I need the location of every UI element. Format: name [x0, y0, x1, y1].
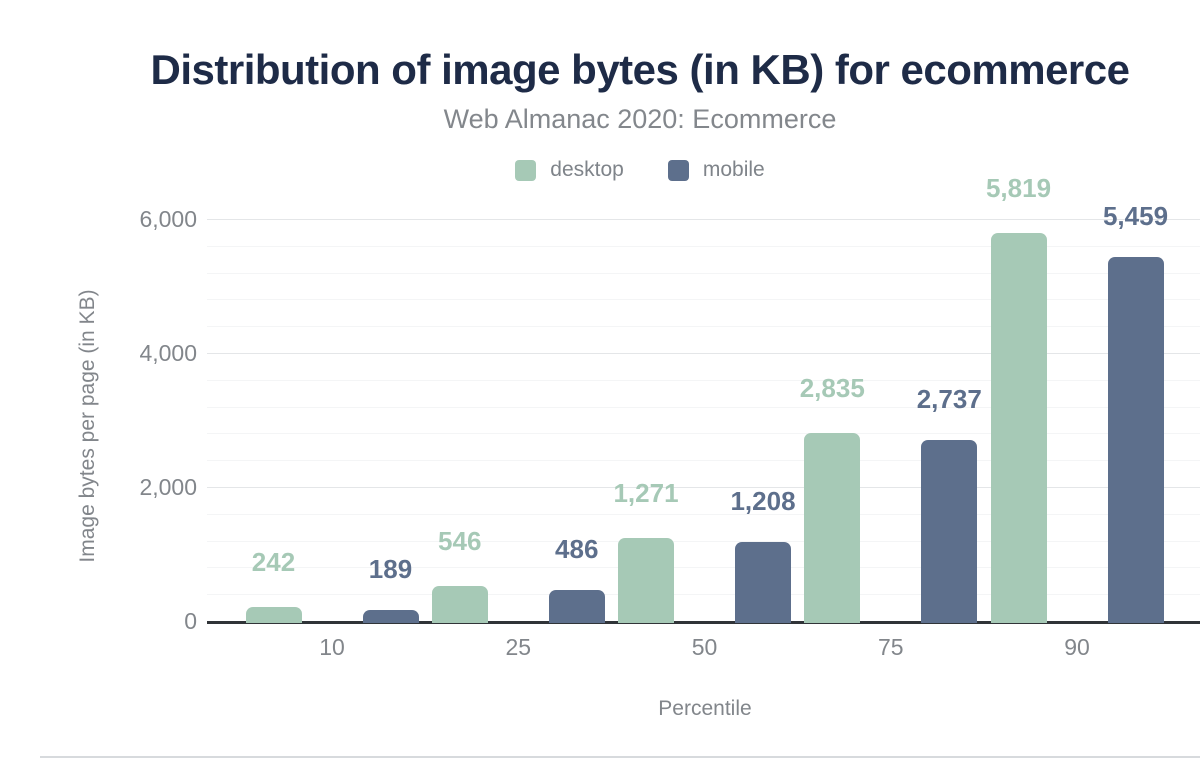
major-gridline — [207, 353, 1200, 354]
minor-gridline — [207, 245, 1200, 247]
y-axis-tick-label: 4,000 — [139, 340, 197, 366]
y-axis-tick-label: 6,000 — [139, 206, 197, 232]
value-label-desktop: 242 — [251, 546, 296, 577]
legend-item-mobile: mobile — [667, 158, 765, 182]
bar-desktop — [990, 233, 1047, 623]
minor-gridline — [207, 460, 1200, 462]
x-axis-tick-label: 25 — [505, 634, 532, 660]
minor-gridline — [207, 513, 1200, 515]
legend-label-mobile: mobile — [702, 158, 765, 181]
bar-desktop — [245, 606, 302, 623]
bar-mobile — [735, 542, 791, 623]
major-gridline — [207, 219, 1200, 220]
value-label-mobile: 1,208 — [730, 486, 796, 517]
minor-gridline — [207, 540, 1200, 542]
y-axis-tick-label: 2,000 — [139, 474, 197, 500]
value-label-desktop: 546 — [438, 526, 482, 557]
legend-swatch-desktop-icon — [515, 159, 537, 181]
x-axis-title: Percentile — [658, 697, 752, 720]
x-axis-tick-label: 50 — [691, 634, 718, 660]
value-label-desktop: 5,819 — [985, 173, 1052, 204]
minor-gridline — [207, 326, 1200, 328]
bar-chart-figure: Distribution of image bytes (in KB) for … — [40, 16, 1200, 758]
value-label-mobile: 2,737 — [916, 383, 982, 414]
minor-gridline — [207, 433, 1200, 435]
value-label-mobile: 486 — [555, 534, 599, 565]
bar-desktop — [618, 537, 674, 623]
bar-mobile — [921, 439, 978, 623]
x-axis-tick-label: 10 — [319, 634, 345, 660]
minor-gridline — [207, 272, 1200, 274]
minor-gridline — [207, 299, 1200, 301]
bar-mobile — [362, 610, 419, 623]
chart-title: Distribution of image bytes (in KB) for … — [150, 46, 1131, 93]
value-label-mobile: 189 — [368, 554, 413, 585]
minor-gridline — [207, 567, 1200, 569]
bar-mobile — [1107, 257, 1164, 623]
legend-label-desktop: desktop — [550, 158, 624, 181]
plot-area: 0 2,000 4,000 6,000 242 189 10 546 486 25 1,271 1,2… — [40, 16, 1200, 756]
legend: desktop mobile — [40, 158, 1200, 182]
major-gridline — [207, 487, 1200, 488]
y-axis-tick-label: 0 — [184, 608, 197, 634]
x-axis-tick-label: 75 — [877, 634, 904, 660]
legend-swatch-mobile-icon — [667, 159, 689, 181]
x-axis-line — [207, 621, 1200, 624]
minor-gridline — [207, 406, 1200, 408]
bar-mobile — [548, 590, 605, 623]
bar-desktop — [431, 586, 488, 623]
y-axis-title: Image bytes per page (in KB) — [76, 289, 99, 563]
minor-gridline — [207, 379, 1200, 381]
value-label-desktop: 1,271 — [613, 477, 679, 508]
legend-item-desktop: desktop — [515, 158, 624, 182]
minor-gridline — [207, 594, 1200, 596]
value-label-mobile: 5,459 — [1102, 201, 1169, 232]
value-label-desktop: 2,835 — [799, 373, 865, 404]
x-axis-tick-label: 90 — [1064, 634, 1090, 660]
bar-desktop — [804, 433, 861, 623]
chart-subtitle: Web Almanac 2020: Ecommerce — [443, 104, 837, 134]
